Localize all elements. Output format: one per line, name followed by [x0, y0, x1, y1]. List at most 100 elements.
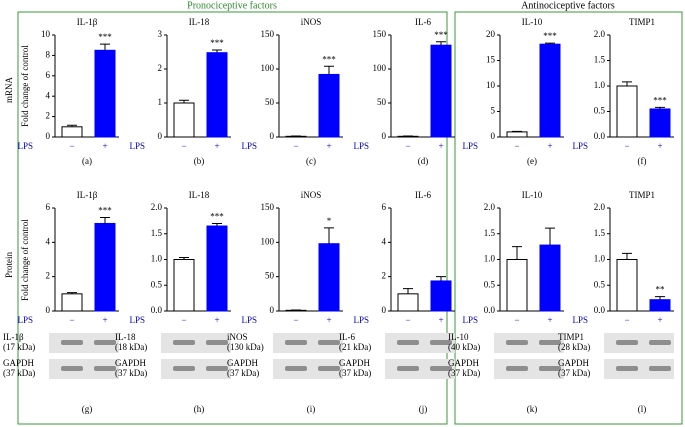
blot-strip: [604, 333, 674, 353]
y-tick-label: 50: [265, 97, 275, 107]
panel-label: (f): [638, 156, 647, 166]
blot-band: [506, 340, 528, 345]
blot-strip: [273, 333, 343, 353]
x-tick-label: +: [326, 315, 331, 325]
y-tick-label: 2.0: [594, 202, 606, 212]
group-title: Pronociceptive factors: [187, 0, 277, 11]
bar: [173, 259, 195, 312]
error-bar: [212, 222, 222, 227]
blot-label: (37 kDa): [115, 368, 147, 378]
error-bar: [436, 276, 446, 281]
y-axis-label: Fold change of control: [20, 45, 30, 127]
y-tick-label: 1.5: [484, 228, 496, 238]
blot-label: IL-6: [339, 332, 355, 342]
x-tick-label: −: [405, 315, 410, 325]
blot-label: GAPDH: [115, 358, 147, 368]
y-tick-label: 0.5: [594, 106, 606, 116]
bar: [430, 44, 452, 138]
blot-band: [206, 340, 228, 345]
y-tick-label: 10: [486, 80, 496, 90]
error-bar: [655, 296, 665, 300]
x-axis-label: LPS: [129, 141, 145, 151]
panel-label: (e): [527, 156, 537, 166]
blot-label: TIMP1: [558, 332, 584, 342]
y-axis-label: Fold change of control: [20, 219, 30, 301]
bar: [206, 225, 228, 312]
error-bar: [179, 99, 189, 103]
group-box: [17, 11, 448, 425]
blot-strip: [273, 359, 343, 379]
blot-label: (37 kDa): [3, 368, 35, 378]
y-tick-label: 0: [270, 131, 275, 141]
y-tick-label: 0.5: [594, 279, 606, 289]
y-tick-label: 0.0: [151, 305, 163, 315]
error-bar: [212, 49, 222, 53]
error-bar: [622, 252, 632, 260]
significance: ***: [322, 54, 336, 64]
y-tick-label: 1: [158, 97, 163, 107]
y-tick-label: 1.0: [151, 254, 163, 264]
x-tick-label: +: [214, 141, 219, 151]
error-bar: [512, 246, 522, 260]
y-tick-label: 100: [261, 63, 275, 73]
chart-title: IL-10: [522, 190, 543, 200]
blot-label: IL-1β: [3, 332, 24, 342]
x-tick-label: +: [102, 315, 107, 325]
blot-label: (40 kDa): [448, 342, 480, 352]
error-bar: [179, 256, 189, 260]
error-bar: [324, 227, 334, 244]
significance: **: [656, 285, 666, 295]
chart-title: IL-1β: [77, 190, 98, 200]
blot-label: (28 kDa): [558, 342, 590, 352]
blot-label: (130 kDa): [227, 342, 264, 352]
blot-band: [539, 340, 561, 345]
blot-strip: [49, 333, 119, 353]
x-axis-label: LPS: [572, 315, 588, 325]
chart-title: IL-10: [522, 17, 543, 27]
blot-band: [506, 366, 528, 371]
x-axis-label: LPS: [353, 141, 369, 151]
y-tick-label: 2: [382, 271, 387, 281]
x-tick-label: +: [214, 315, 219, 325]
x-tick-label: −: [293, 315, 298, 325]
y-tick-label: 4: [46, 90, 51, 100]
y-tick-label: 4: [382, 236, 387, 246]
chart-title: TIMP1: [629, 190, 655, 200]
row-label: Protein: [4, 252, 14, 278]
x-tick-label: −: [293, 141, 298, 151]
x-axis-label: LPS: [17, 141, 33, 151]
blot-label: GAPDH: [3, 358, 35, 368]
x-axis-label: LPS: [462, 141, 478, 151]
x-tick-label: +: [438, 141, 443, 151]
x-axis-label: LPS: [17, 315, 33, 325]
significance: *: [327, 216, 332, 226]
significance: ***: [653, 95, 667, 105]
bar: [539, 43, 561, 138]
x-axis-label: LPS: [462, 315, 478, 325]
y-tick-label: 3: [158, 29, 163, 39]
x-tick-label: −: [69, 315, 74, 325]
blot-label: (37 kDa): [339, 368, 371, 378]
error-bar: [100, 216, 110, 224]
x-tick-label: −: [181, 315, 186, 325]
error-bar: [545, 42, 555, 45]
panel-label: (d): [418, 156, 429, 166]
blot-band: [61, 366, 83, 371]
blot-label: (21 kDa): [339, 342, 371, 352]
blot-band: [206, 366, 228, 371]
error-bar: [622, 81, 632, 86]
y-tick-label: 150: [261, 29, 275, 39]
y-tick-label: 6: [382, 202, 387, 212]
blot-label: (17 kDa): [3, 342, 35, 352]
blot-band: [94, 340, 116, 345]
blot-label: GAPDH: [448, 358, 480, 368]
blot-strip: [161, 333, 231, 353]
blot-band: [61, 340, 83, 345]
blot-band: [539, 366, 561, 371]
blot-label: IL-10: [448, 332, 469, 342]
blot-strip: [494, 333, 564, 353]
y-tick-label: 50: [265, 271, 275, 281]
error-bar: [324, 65, 334, 75]
bar: [173, 102, 195, 138]
blot-strip: [385, 333, 455, 353]
